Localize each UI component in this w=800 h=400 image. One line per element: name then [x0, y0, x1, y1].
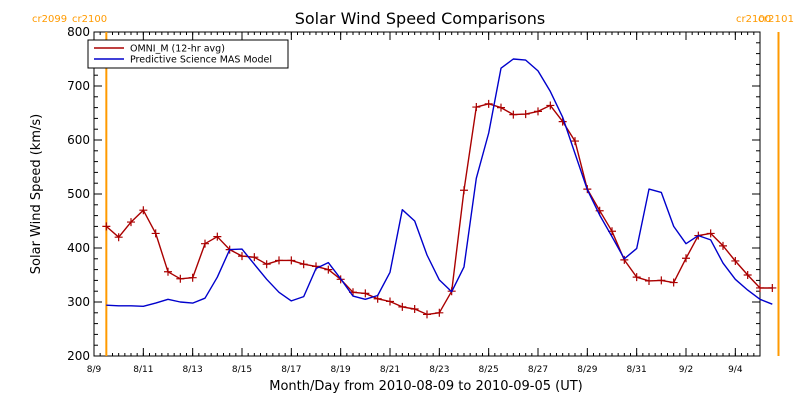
chart-title: Solar Wind Speed Comparisons: [295, 9, 546, 28]
x-tick-label: 9/4: [728, 365, 743, 375]
series-point-marker: [472, 103, 481, 112]
series-point-marker: [287, 256, 296, 265]
x-tick-label: 8/19: [331, 365, 351, 375]
x-tick-label: 8/23: [429, 365, 449, 375]
series-point-marker: [139, 206, 148, 215]
series-point-marker: [410, 305, 419, 314]
series-point-marker: [768, 283, 777, 292]
y-tick-label: 200: [67, 349, 90, 363]
x-tick-label: 9/2: [679, 365, 693, 375]
x-tick-label: 8/31: [627, 365, 647, 375]
series-point-marker: [275, 256, 283, 265]
series-point-marker: [743, 271, 752, 279]
x-tick-label: 8/13: [183, 365, 203, 375]
carrington-label-right: cr2101: [758, 14, 794, 25]
series-point-marker: [632, 273, 641, 282]
x-tick-label: 8/17: [281, 365, 301, 375]
series-point-marker: [534, 107, 542, 116]
series-point-marker: [250, 253, 259, 262]
y-tick-label: 400: [67, 241, 90, 255]
series-point-marker: [386, 297, 394, 306]
x-tick-label: 8/25: [479, 365, 499, 375]
legend-entry-label: Predictive Science MAS Model: [130, 55, 272, 66]
series-point-marker: [571, 137, 579, 146]
x-tick-label: 8/29: [577, 365, 597, 375]
x-tick-label: 8/9: [87, 365, 102, 375]
series-point-marker: [201, 239, 209, 248]
series-point-marker: [460, 186, 468, 195]
series-point-marker: [521, 110, 530, 119]
x-tick-label: 8/11: [133, 365, 153, 375]
legend-entry-label: OMNI_M (12-hr avg): [130, 44, 225, 55]
series-point-marker: [497, 103, 505, 112]
y-tick-label: 300: [67, 295, 90, 309]
carrington-label-left-next: cr2100: [72, 14, 107, 25]
series-point-marker: [164, 267, 172, 276]
series-point-marker: [238, 252, 246, 261]
series-point-marker: [176, 274, 185, 283]
x-tick-label: 8/15: [232, 365, 252, 375]
series-point-marker: [423, 310, 431, 319]
legend: OMNI_M (12-hr avg)Predictive Science MAS…: [87, 39, 289, 69]
series-point-marker: [484, 99, 493, 108]
series-point-marker: [657, 276, 666, 285]
series-point-marker: [324, 265, 333, 274]
carrington-label-left: cr2099: [32, 14, 67, 25]
series-point-marker: [127, 218, 135, 227]
series-point-marker: [398, 302, 407, 311]
series-line: [106, 58, 773, 307]
y-tick-label: 600: [67, 133, 90, 147]
carrington-marker-layer: [105, 32, 780, 356]
series-point-marker: [620, 255, 629, 264]
series-point-marker: [706, 229, 715, 238]
series-point-marker: [731, 256, 740, 265]
series-point-marker: [361, 289, 370, 298]
series-point-marker: [114, 233, 123, 242]
axes-layer: 200 300 400 500 600 700 800 8/9 8/11 8/13 8/15 8/17…: [67, 25, 761, 375]
series-point-marker: [151, 229, 160, 238]
series-point-marker: [546, 101, 555, 110]
series-point-marker: [669, 278, 678, 287]
series-point-marker: [509, 110, 518, 119]
y-axis-label: Solar Wind Speed (km/s): [29, 114, 44, 274]
series-point-marker: [719, 241, 727, 250]
series-point-marker: [213, 232, 222, 241]
series-point-marker: [262, 260, 271, 269]
x-tick-label: 8/21: [380, 365, 400, 375]
carrington-label-right-prev: cr2100: [736, 14, 771, 25]
x-tick-label: 8/27: [528, 365, 548, 375]
y-tick-label: 800: [67, 25, 90, 39]
series-point-marker: [102, 222, 111, 231]
series-point-marker: [682, 254, 690, 263]
legend-box: [87, 39, 289, 69]
series-point-marker: [188, 273, 197, 282]
series-point-marker: [435, 308, 444, 317]
series-point-marker: [756, 283, 764, 292]
series-point-marker: [645, 276, 653, 285]
y-tick-label: 500: [67, 187, 90, 201]
y-tick-label: 700: [67, 79, 90, 93]
series-layer: [102, 58, 777, 319]
x-axis-label: Month/Day from 2010-08-09 to 2010-09-05 …: [269, 379, 582, 394]
series-point-marker: [299, 260, 308, 269]
